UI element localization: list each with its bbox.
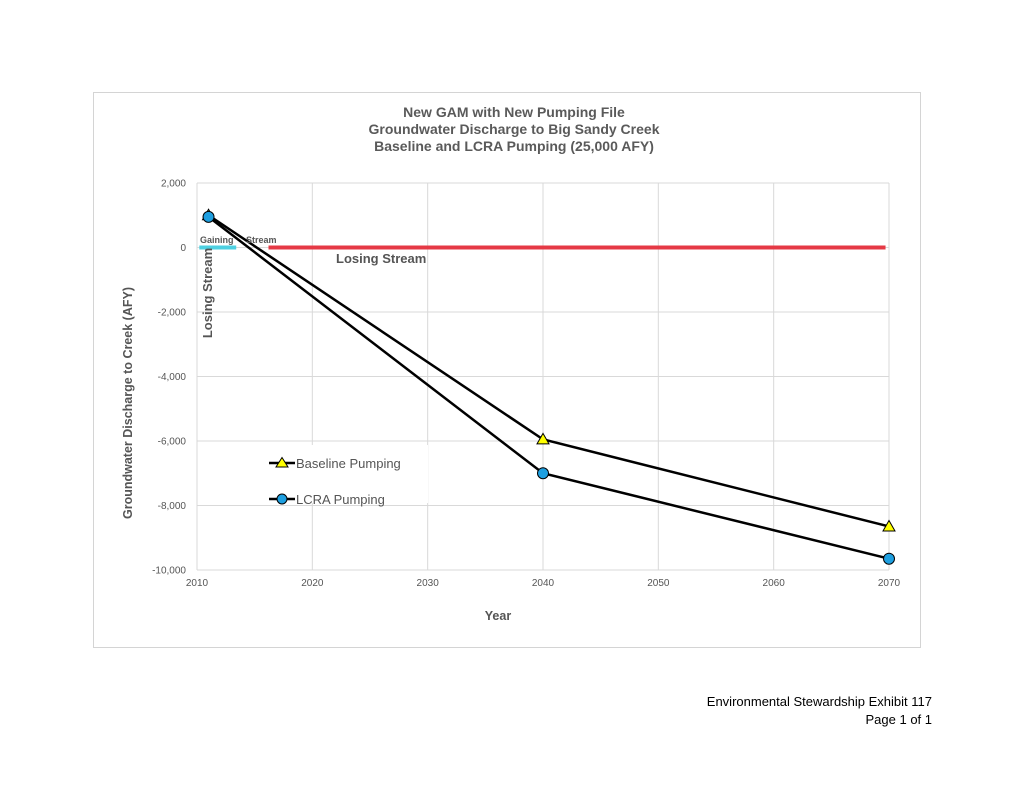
- chart-frame: 2,000 0 -2,000 -4,000 -6,000 -8,000 -10,000 201…: [93, 92, 921, 648]
- x-tick-label: 2060: [763, 578, 786, 589]
- x-tick-label: 2020: [301, 578, 324, 589]
- y-tick-label: 2,000: [161, 179, 186, 190]
- footer-page-label: Page 1 of 1: [865, 712, 933, 727]
- series-layer: [201, 208, 896, 565]
- gaining-label: Gaining: [200, 235, 234, 245]
- y-tick-label: -2,000: [158, 308, 187, 319]
- legend-marker-lcra: [276, 493, 288, 505]
- legend-background: [238, 445, 428, 503]
- chart-title-line-1: New GAM with New Pumping File: [403, 104, 625, 120]
- series-line: [207, 215, 890, 560]
- data-point-triangle: [536, 432, 550, 445]
- losing-stream-label: Losing Stream: [336, 251, 426, 266]
- footer-exhibit-label: Environmental Stewardship Exhibit 117: [706, 694, 932, 709]
- legend-label-baseline: Baseline Pumping: [296, 456, 401, 471]
- x-tick-label: 2030: [417, 578, 440, 589]
- data-point-triangle: [882, 519, 896, 532]
- y-tick-label: -10,000: [152, 566, 186, 577]
- y-axis-title: Groundwater Discharge to Creek (AFY): [121, 287, 135, 519]
- y-tick-label: 0: [180, 243, 186, 254]
- y-tick-label: -8,000: [158, 501, 187, 512]
- legend: Baseline Pumping LCRA Pumping: [238, 445, 428, 507]
- x-tick-label: 2050: [647, 578, 670, 589]
- tick-labels: 2,000 0 -2,000 -4,000 -6,000 -8,000 -10,000201…: [152, 179, 900, 590]
- chart-title-line-2: Groundwater Discharge to Big Sandy Creek: [369, 121, 660, 137]
- x-tick-label: 2010: [186, 578, 209, 589]
- data-point-circle: [883, 552, 895, 565]
- chart-svg: 2,000 0 -2,000 -4,000 -6,000 -8,000 -10,000201…: [121, 104, 901, 623]
- x-axis-title: Year: [485, 609, 512, 623]
- x-tick-label: 2070: [878, 578, 901, 589]
- chart-title-line-3: Baseline and LCRA Pumping (25,000 AFY): [374, 138, 654, 154]
- losing-stream-vertical-label: Losing Stream: [200, 248, 215, 338]
- data-point-circle: [202, 210, 215, 223]
- legend-label-lcra: LCRA Pumping: [296, 492, 385, 507]
- y-tick-label: -6,000: [158, 437, 187, 448]
- y-tick-label: -4,000: [158, 372, 187, 383]
- x-tick-label: 2040: [532, 578, 555, 589]
- stream-label: Stream: [246, 235, 277, 245]
- data-point-circle: [537, 467, 549, 480]
- legend-marker-baseline: [275, 456, 289, 468]
- grid-layer: [196, 182, 890, 571]
